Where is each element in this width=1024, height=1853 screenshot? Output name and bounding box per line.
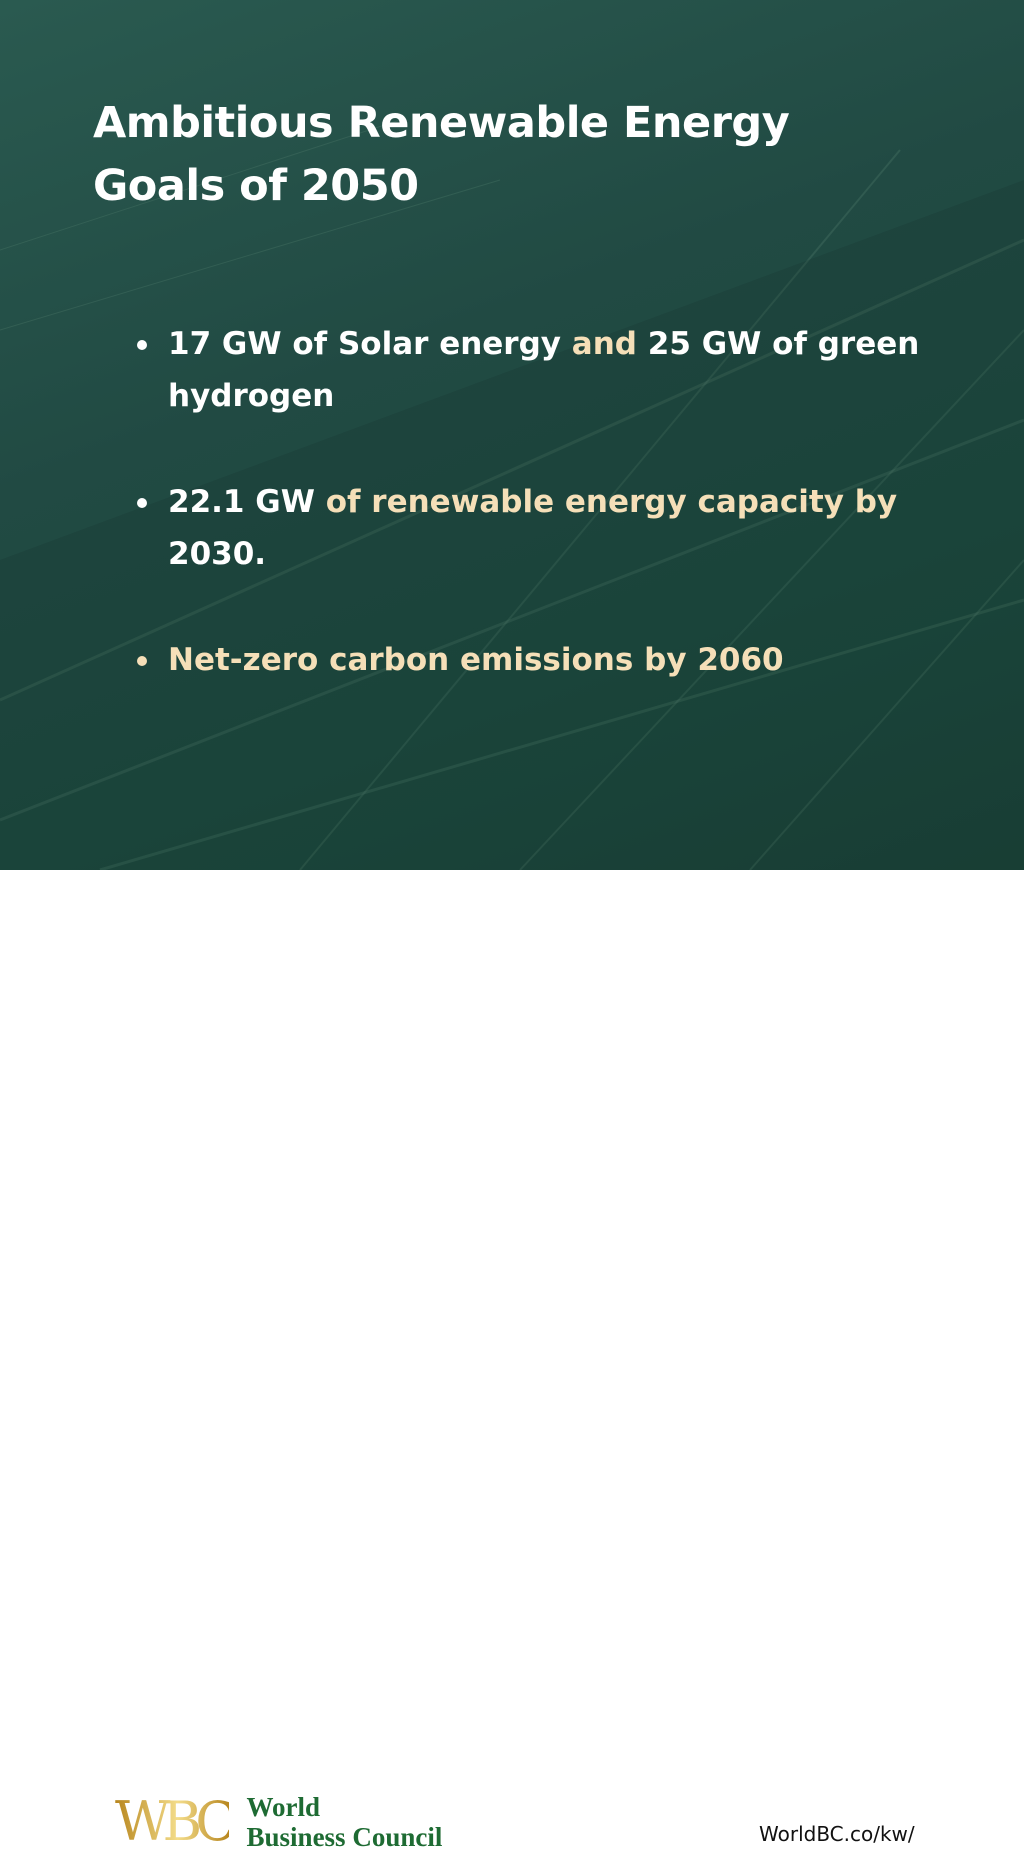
goal-text: 17 GW of Solar energy	[168, 326, 572, 362]
goal-item: 22.1 GW of renewable energy capacity by …	[135, 476, 965, 580]
wbc-logo: WBC World Business Council	[115, 1790, 442, 1853]
footer: WBC World Business Council WorldBC.co/kw…	[0, 870, 1024, 1853]
page-title: Ambitious Renewable Energy Goals of 2050	[93, 92, 913, 218]
title-line-2: Goals of 2050	[93, 161, 419, 211]
goal-text: 25 GW of green hydrogen	[168, 326, 920, 414]
website-url[interactable]: WorldBC.co/kw/	[759, 1822, 915, 1846]
goal-item: 17 GW of Solar energy and 25 GW of green…	[135, 318, 965, 422]
title-line-1: Ambitious Renewable Energy	[93, 98, 790, 148]
logo-text-line-1: World	[246, 1791, 321, 1822]
highlighted-text: and	[571, 326, 637, 362]
goals-list: 17 GW of Solar energy and 25 GW of green…	[135, 318, 965, 740]
logo-text-line-2: Business Council	[246, 1821, 443, 1852]
highlighted-text: Net-zero carbon emissions by 2060	[168, 642, 784, 678]
wbc-logo-mark: WBC	[115, 1790, 236, 1853]
goal-item: Net-zero carbon emissions by 2060	[135, 634, 965, 686]
solar-panel-pattern	[0, 119, 1024, 870]
goal-text: 22.1 GW	[168, 484, 315, 520]
highlighted-text: of renewable energy capacity by	[314, 484, 898, 520]
hero-background: Ambitious Renewable Energy Goals of 2050…	[0, 0, 1024, 870]
goal-text: 2030.	[168, 536, 267, 572]
